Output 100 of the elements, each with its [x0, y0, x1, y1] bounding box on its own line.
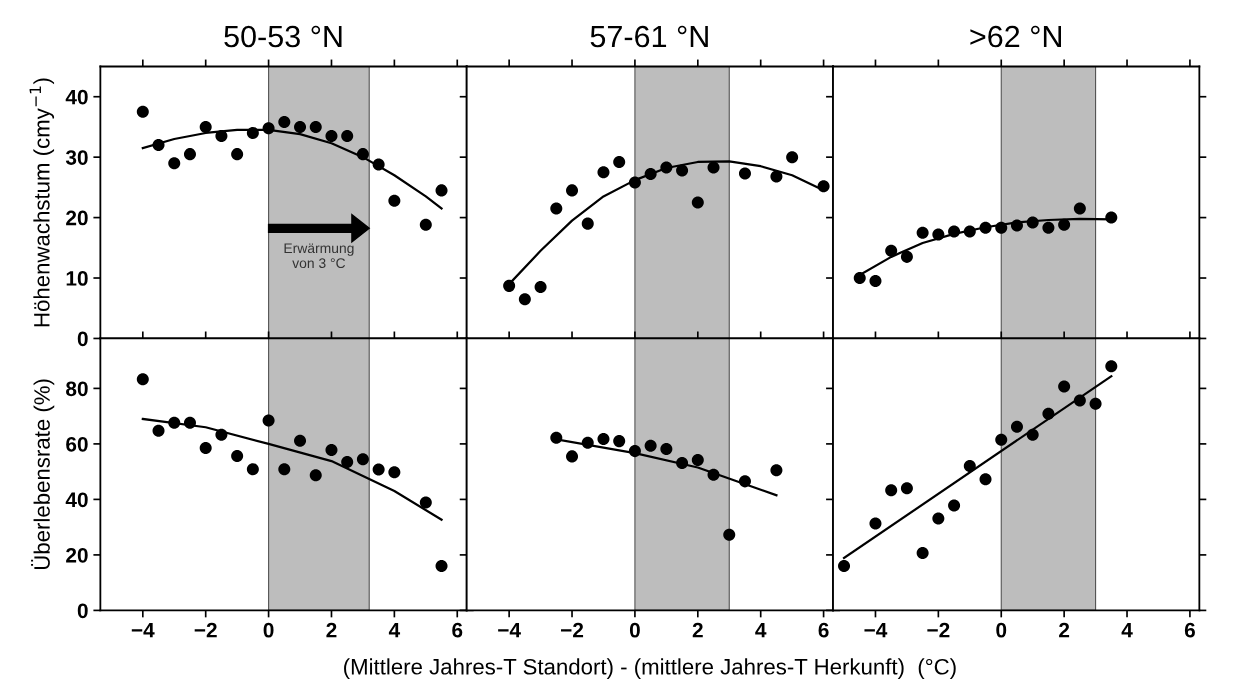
point: [566, 184, 579, 197]
point: [1042, 221, 1055, 234]
point: [948, 225, 961, 238]
y-tick-label: 40: [65, 89, 88, 105]
point: [309, 120, 322, 133]
point: [278, 116, 291, 129]
point: [1105, 360, 1118, 373]
point: [916, 226, 929, 239]
point: [738, 475, 751, 488]
y-tick-label: 0: [77, 331, 88, 347]
point: [995, 433, 1008, 446]
point: [246, 463, 259, 476]
point: [1073, 202, 1086, 215]
point: [817, 180, 830, 193]
point: [152, 139, 165, 152]
point: [963, 460, 976, 473]
point: [215, 428, 228, 441]
point: [613, 435, 626, 448]
line-series: [141, 417, 443, 521]
point: [325, 129, 338, 143]
point: [613, 155, 626, 168]
point: [916, 546, 929, 559]
point: [262, 122, 275, 135]
point: [995, 221, 1008, 234]
point: [597, 166, 610, 179]
point: [770, 170, 783, 183]
x-tick-label: 6: [818, 622, 829, 638]
x-tick-label: −4: [131, 622, 155, 638]
point: [419, 496, 432, 509]
x-tick-label: −4: [498, 622, 521, 638]
x-tick-label: 0: [996, 622, 1007, 638]
point: [168, 416, 181, 429]
point: [183, 416, 196, 429]
point: [723, 528, 736, 541]
point: [707, 161, 720, 174]
point: [885, 244, 898, 257]
y-axis-title: Höhenwachstum (cmy$^{−1}$): [29, 78, 55, 327]
x-tick-label: −2: [194, 622, 217, 638]
point: [676, 164, 689, 177]
point: [838, 559, 851, 573]
point: [963, 225, 976, 238]
point: [550, 431, 563, 444]
point: [294, 434, 307, 447]
point: [246, 126, 259, 139]
x-axis-title: (Mittlere Jahres-T Standort) - (mittlere Jahres-T Herkunft) (°C): [344, 658, 956, 679]
y-tick-label: 30: [65, 150, 88, 165]
point: [1010, 420, 1023, 433]
point: [900, 250, 913, 263]
y-axis-title: Überlebensrate (%): [31, 379, 55, 570]
point: [885, 484, 898, 497]
point: [356, 148, 369, 161]
point: [550, 202, 563, 215]
point: [1105, 211, 1118, 224]
x-tick-label: 6: [1184, 622, 1195, 638]
point: [419, 218, 432, 231]
point: [215, 129, 228, 143]
point: [628, 176, 641, 189]
point: [932, 228, 945, 241]
x-tick-label: 6: [452, 622, 463, 638]
chart-title: 57-61 °N: [590, 25, 708, 48]
point: [738, 167, 751, 180]
point: [388, 194, 401, 207]
point: [691, 196, 704, 209]
x-tick-label: 0: [629, 622, 640, 638]
point: [707, 468, 720, 481]
point: [1026, 428, 1039, 441]
point: [1026, 216, 1039, 229]
x-tick-label: 4: [1121, 622, 1133, 638]
point: [691, 453, 704, 467]
point: [566, 450, 579, 463]
point: [372, 158, 385, 171]
point: [948, 499, 961, 512]
point: [1010, 219, 1023, 232]
point: [231, 148, 244, 161]
point: [1073, 394, 1086, 407]
point: [199, 120, 212, 133]
x-tick-label: −2: [561, 622, 584, 638]
point: [341, 129, 354, 143]
y-tick-label: 20: [66, 210, 88, 226]
x-tick-label: −4: [864, 622, 888, 638]
point: [341, 455, 354, 468]
point: [660, 161, 673, 174]
x-tick-label: 0: [263, 622, 274, 638]
point: [628, 445, 641, 458]
point: [1058, 380, 1071, 393]
point: [388, 466, 401, 479]
chart-title: 50-53 °N: [224, 25, 342, 48]
point: [372, 463, 385, 476]
point: [294, 120, 307, 133]
x-tick-label: 4: [388, 622, 401, 638]
chart-title: >62 °N: [970, 25, 1061, 48]
point: [581, 436, 594, 449]
point: [979, 473, 992, 486]
point: [534, 281, 547, 294]
point: [786, 151, 799, 164]
y-tick-label: 60: [66, 436, 88, 452]
point: [979, 221, 992, 234]
point: [152, 424, 165, 437]
point: [435, 559, 448, 573]
point: [932, 512, 945, 525]
